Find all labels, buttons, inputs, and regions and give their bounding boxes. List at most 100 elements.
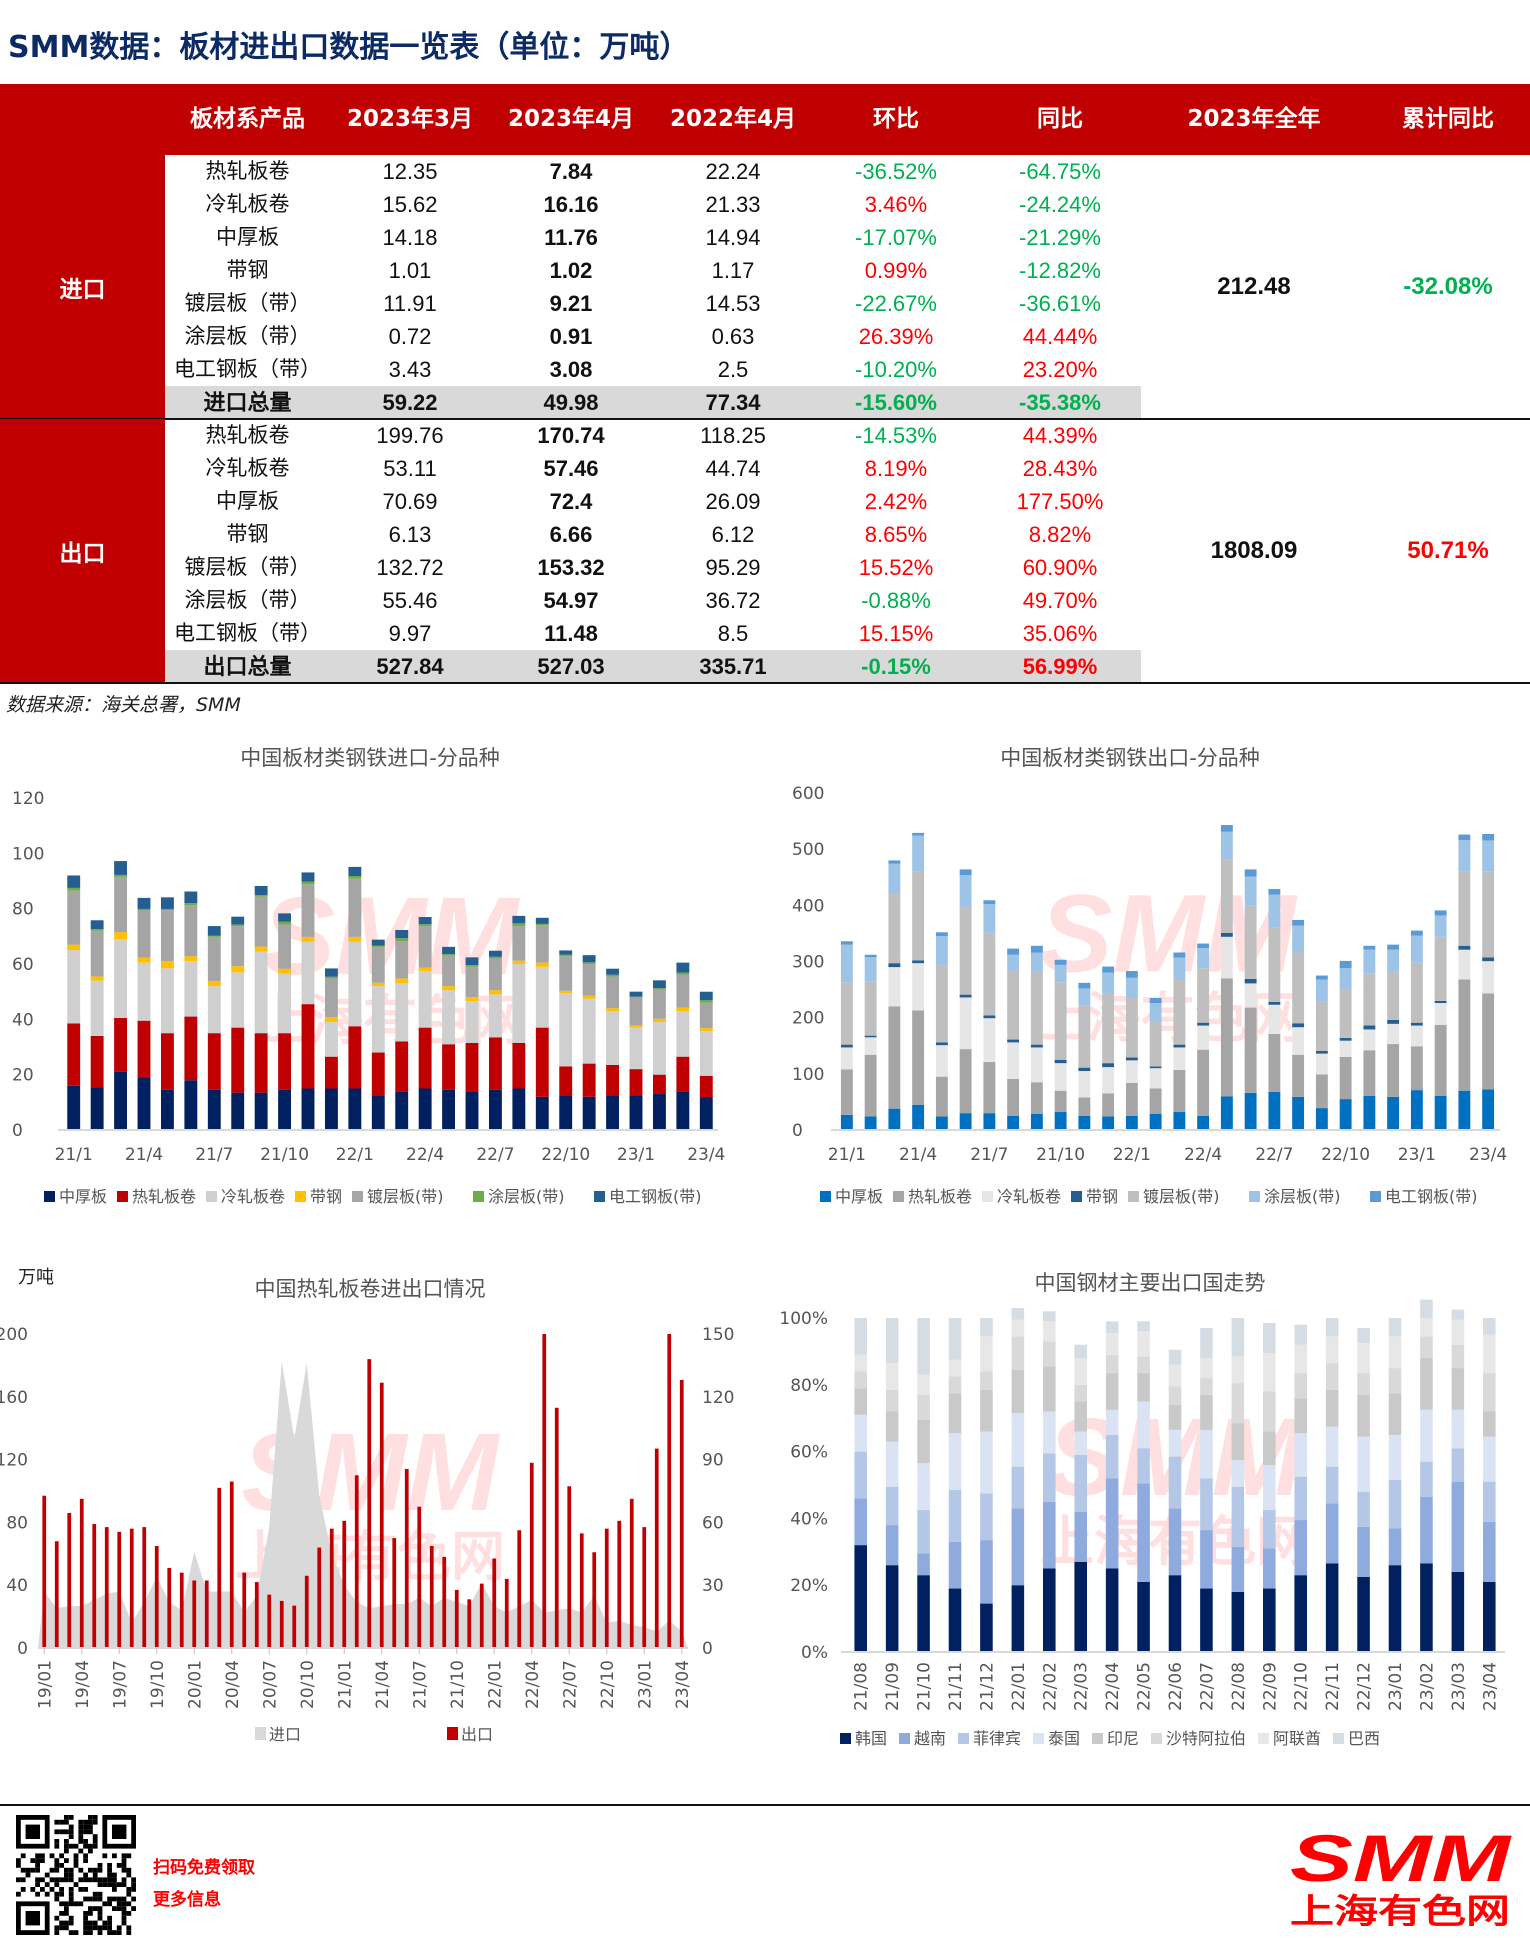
bar-segment [840, 1047, 853, 1070]
bar-segment [512, 960, 526, 964]
x-tick-label: 22/02 [1040, 1662, 1060, 1711]
bar-segment [1043, 1411, 1056, 1454]
bar-segment [137, 910, 151, 958]
bar-segment [1011, 1369, 1025, 1414]
bar-segment [1483, 1436, 1496, 1482]
legend-label: 泰国 [1048, 1729, 1080, 1748]
bar-segment [1200, 1378, 1213, 1395]
bar-segment [324, 1022, 338, 1057]
bar-segment [1482, 833, 1495, 841]
bar-segment [1268, 1091, 1281, 1130]
bar-segment [1231, 1591, 1245, 1652]
bar-segment [912, 963, 925, 1011]
bar-segment [1043, 1311, 1056, 1322]
bar-segment [160, 910, 174, 962]
bar-segment [90, 1087, 104, 1130]
bar-segment [1043, 1501, 1056, 1569]
bar-segment [1451, 1448, 1465, 1482]
export-bar [679, 1379, 684, 1648]
bar-segment [1244, 1007, 1257, 1093]
bar-segment [1339, 960, 1352, 969]
bar-segment [301, 872, 315, 882]
export-bar [592, 1552, 597, 1648]
bar-segment [1339, 968, 1352, 990]
bar-segment [888, 860, 901, 864]
qr-code-icon[interactable] [12, 1815, 140, 1935]
y-tick-label: 60 [12, 955, 34, 975]
bar-segment [1451, 1319, 1465, 1345]
bar-segment [1339, 1037, 1352, 1041]
bar-segment [1054, 959, 1067, 965]
bar-segment [1220, 932, 1233, 937]
bar-segment [1007, 948, 1020, 955]
value-2022-04: 26.09 [705, 489, 761, 514]
value-2023-04: 11.76 [544, 225, 598, 250]
product-name: 出口总量 [203, 654, 292, 679]
value-2023-04: 16.16 [543, 192, 599, 217]
value-2023-04: 7.84 [549, 159, 593, 184]
bar-segment [348, 941, 362, 1027]
yoy-change: 8.82% [1028, 522, 1092, 547]
bar-segment [606, 1008, 620, 1012]
bar-segment [1451, 1571, 1465, 1652]
bar-segment [90, 920, 104, 930]
bar-segment [1200, 1429, 1213, 1479]
export-bar [217, 1487, 222, 1648]
bar-segment [1363, 1050, 1376, 1096]
bar-segment [1197, 948, 1210, 969]
x-tick-label: 22/09 [1260, 1662, 1280, 1711]
x-tick-label: 21/1 [55, 1145, 93, 1165]
bar-segment [840, 941, 853, 945]
x-tick-label: 21/1 [828, 1145, 866, 1165]
bar-segment [1102, 992, 1115, 1064]
bar-segment [1410, 1090, 1423, 1130]
product-name: 带钢 [226, 523, 269, 546]
bar-segment [1263, 1510, 1276, 1549]
value-2023-03: 132.72 [376, 555, 444, 580]
legend-label: 韩国 [855, 1729, 887, 1748]
bar-segment [254, 1033, 268, 1093]
value-2023-03: 53.11 [383, 456, 437, 481]
header-2022-04: 2022年4月 [669, 106, 797, 132]
bar-segment [699, 1075, 713, 1098]
x-tick-label: 23/04 [673, 1660, 693, 1709]
value-2023-04: 527.03 [537, 654, 605, 679]
export-bar [404, 1469, 409, 1648]
y-tick-label: 0 [792, 1121, 803, 1141]
qr-caption-line2: 更多信息 [153, 1890, 221, 1910]
legend-label: 冷轧板卷 [221, 1187, 285, 1206]
bar-segment [1357, 1526, 1370, 1577]
export-bar [167, 1567, 172, 1648]
value-2023-03: 199.76 [376, 423, 444, 448]
bar-segment [512, 1088, 526, 1130]
bar-segment [917, 1419, 930, 1464]
bar-segment [324, 978, 338, 1018]
bar-segment [395, 929, 409, 939]
section-divider [0, 682, 1530, 684]
bar-segment [254, 946, 268, 952]
y-tick-label: 300 [792, 953, 824, 973]
bar-segment [1420, 1496, 1433, 1564]
bar-segment [488, 950, 502, 957]
bar-segment [885, 1318, 899, 1364]
export-bar [417, 1506, 422, 1648]
bar-segment [606, 974, 620, 977]
value-2022-04: 77.34 [705, 390, 761, 415]
bar-segment [1388, 1528, 1402, 1566]
header-year-total: 2023年全年 [1187, 106, 1321, 132]
total-row: 进口总量 59.22 49.98 77.34 -15.60% -35.38% [165, 386, 1530, 419]
export-bar [92, 1523, 97, 1648]
legend-swatch [1033, 1733, 1044, 1744]
value-2023-03: 14.18 [382, 225, 438, 250]
bar-segment [442, 1044, 456, 1090]
bar-segment [917, 1510, 930, 1554]
bar-segment [676, 1011, 690, 1057]
bar-segment [948, 1359, 962, 1377]
header-2023-04: 2023年4月 [507, 106, 635, 132]
bar-segment [1325, 1389, 1339, 1427]
bar-segment [854, 1414, 867, 1452]
bar-segment [371, 982, 385, 987]
bar-segment [207, 986, 221, 1034]
bar-segment [1011, 1466, 1025, 1509]
bar-segment [1168, 1575, 1182, 1652]
